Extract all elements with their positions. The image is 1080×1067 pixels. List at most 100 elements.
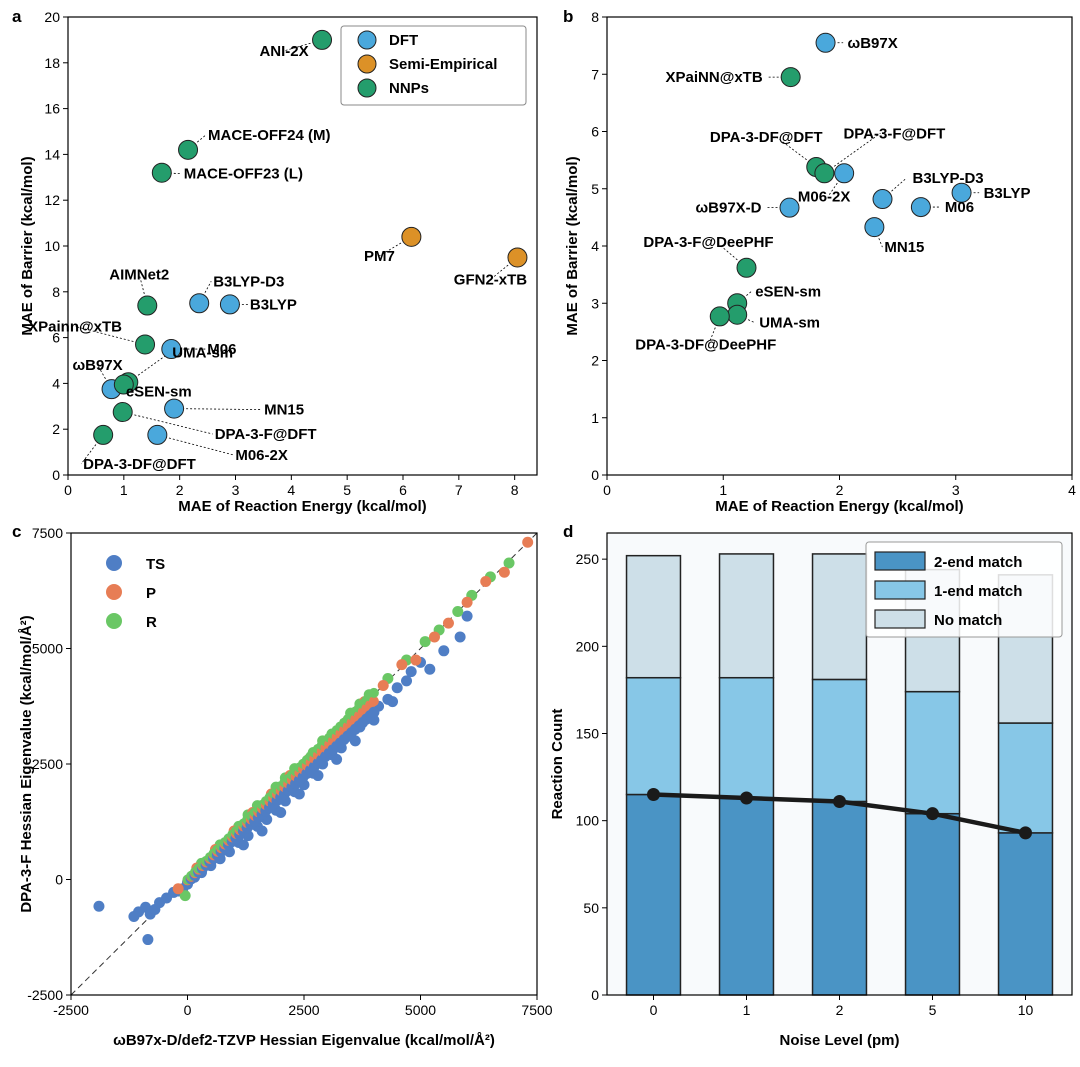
legend-marker-dft — [357, 30, 377, 50]
point-uma-sm — [727, 304, 748, 325]
legend-marker-nnps — [357, 78, 377, 98]
y-tick-label: 0 — [591, 987, 599, 1003]
bar-no-match — [718, 553, 775, 679]
y-tick-label: 2 — [591, 353, 599, 369]
leader-line — [157, 434, 234, 456]
point-label-b3lyp: B3LYP — [984, 185, 1031, 202]
legend-label-p: P — [146, 585, 156, 602]
y-tick-label: 4 — [591, 238, 599, 254]
point-label-dpa-3-df-deephf: DPA-3-DF@DeePHF — [635, 336, 776, 353]
x-tick-label: 2 — [176, 482, 184, 498]
point-ts — [405, 666, 417, 678]
point-r — [179, 890, 191, 902]
y-tick-label: 2 — [52, 421, 60, 437]
bar-2-end-match — [625, 793, 682, 996]
x-tick-label: 0 — [64, 482, 72, 498]
point-m06 — [161, 339, 182, 360]
point-label-b97x-d: ωB97X-D — [695, 200, 761, 217]
point-p — [396, 659, 408, 671]
y-tick-label: 2500 — [32, 756, 63, 772]
point-dpa-3-f-dft — [814, 163, 835, 184]
legend-label-1-end-match: 1-end match — [934, 583, 1022, 600]
point-r — [368, 687, 379, 698]
legend-label-no-match: No match — [934, 612, 1002, 629]
point-xpainn-xtb — [780, 67, 801, 88]
point-label-b3lyp-d3: B3LYP-D3 — [913, 170, 984, 187]
y-tick-label: 1 — [591, 410, 599, 426]
y-tick-label: 20 — [44, 9, 60, 25]
point-label-b97x: ωB97X — [848, 35, 898, 52]
y-tick-label: 4 — [52, 375, 60, 391]
y-tick-label: 0 — [55, 872, 63, 888]
point-label-mn15: MN15 — [264, 402, 304, 419]
legend-swatch-no-match — [874, 609, 926, 629]
leader-line — [161, 172, 182, 175]
point-p — [442, 617, 454, 629]
point-m06 — [910, 197, 931, 218]
leader-line — [122, 411, 213, 435]
panel-a-scatter: ANI-2X MACE-OFF24 (M) MACE-OFF23 (L) PM7 GFN… — [19, 9, 538, 515]
point-label-aimnet2: AIMNet2 — [109, 267, 169, 284]
trend-marker — [740, 791, 753, 805]
panel-c-scatter: -2500 0 2500 5000 7500 -2500 0 2500 5000 7500 ωB97… — [18, 525, 553, 1049]
x-axis-title: MAE of Reaction Energy (kcal/mol) — [178, 498, 426, 515]
point-gfn2-xtb — [507, 247, 528, 268]
point-label-b97x: ωB97X — [72, 357, 122, 374]
x-tick-label: -2500 — [53, 1002, 89, 1018]
legend-marker-p — [106, 584, 122, 600]
y-tick-label: 5000 — [32, 641, 63, 657]
point-label-uma-sm: UMA-sm — [172, 344, 233, 361]
y-tick-label: 50 — [583, 900, 599, 916]
point-r — [419, 636, 431, 648]
x-tick-label: 2500 — [288, 1002, 319, 1018]
point-p — [368, 696, 379, 707]
point-p — [172, 883, 184, 895]
x-tick-label: 0 — [650, 1002, 658, 1018]
point-p — [377, 679, 389, 691]
x-tick-label: 1 — [719, 482, 727, 498]
y-tick-label: -2500 — [27, 987, 63, 1003]
legend-a: DFT Semi-Empirical NNPs — [340, 25, 527, 106]
legend-box — [340, 25, 527, 106]
bar-1-end-match — [997, 722, 1054, 834]
point-ts — [275, 807, 287, 819]
y-tick-label: 8 — [52, 284, 60, 300]
x-tick-label: 3 — [952, 482, 960, 498]
panel-label-b: b — [563, 7, 573, 26]
point-ts — [331, 753, 343, 765]
point-aimnet2 — [137, 295, 158, 316]
point-b97x — [815, 32, 836, 53]
point-label-gfn2-xtb: GFN2-xTB — [454, 271, 528, 288]
leader-line — [283, 39, 323, 52]
point-dpa-3-f-deephf — [736, 257, 757, 278]
y-tick-label: 0 — [591, 467, 599, 483]
point-b97x-d — [779, 197, 800, 218]
y-tick-label: 18 — [44, 55, 60, 71]
x-tick-label: 7 — [455, 482, 463, 498]
y-tick-label: 8 — [591, 9, 599, 25]
point-dpa-3-df-deephf — [709, 306, 730, 327]
point-label-m06-2x: M06-2X — [798, 188, 851, 205]
point-ts — [461, 610, 473, 622]
point-label-dpa-3-f-deephf: DPA-3-F@DeePHF — [643, 234, 773, 251]
bar-1-end-match — [718, 676, 775, 799]
point-b3lyp-d3 — [872, 189, 893, 210]
point-label-mace-off24-m: MACE-OFF24 (M) — [208, 127, 331, 144]
bar-2-end-match — [904, 812, 961, 996]
y-axis-title: DPA-3-F Hessian Eigenvalue (kcal/mol/Å²) — [18, 615, 35, 912]
point-label-mn15: MN15 — [884, 239, 924, 256]
y-tick-label: 5 — [591, 181, 599, 197]
x-tick-label: 5000 — [405, 1002, 436, 1018]
point-p — [522, 536, 534, 548]
legend-label-dft: DFT — [389, 32, 418, 49]
panel-label-c: c — [12, 522, 21, 541]
point-r — [452, 606, 464, 618]
point-label-m06: M06 — [945, 199, 974, 216]
point-ts — [387, 696, 399, 708]
legend-label-semi-empirical: Semi-Empirical — [389, 56, 497, 73]
trend-marker — [647, 788, 660, 802]
x-tick-label: 5 — [343, 482, 351, 498]
point-b3lyp-d3 — [189, 293, 210, 314]
point-b3lyp — [951, 182, 972, 203]
